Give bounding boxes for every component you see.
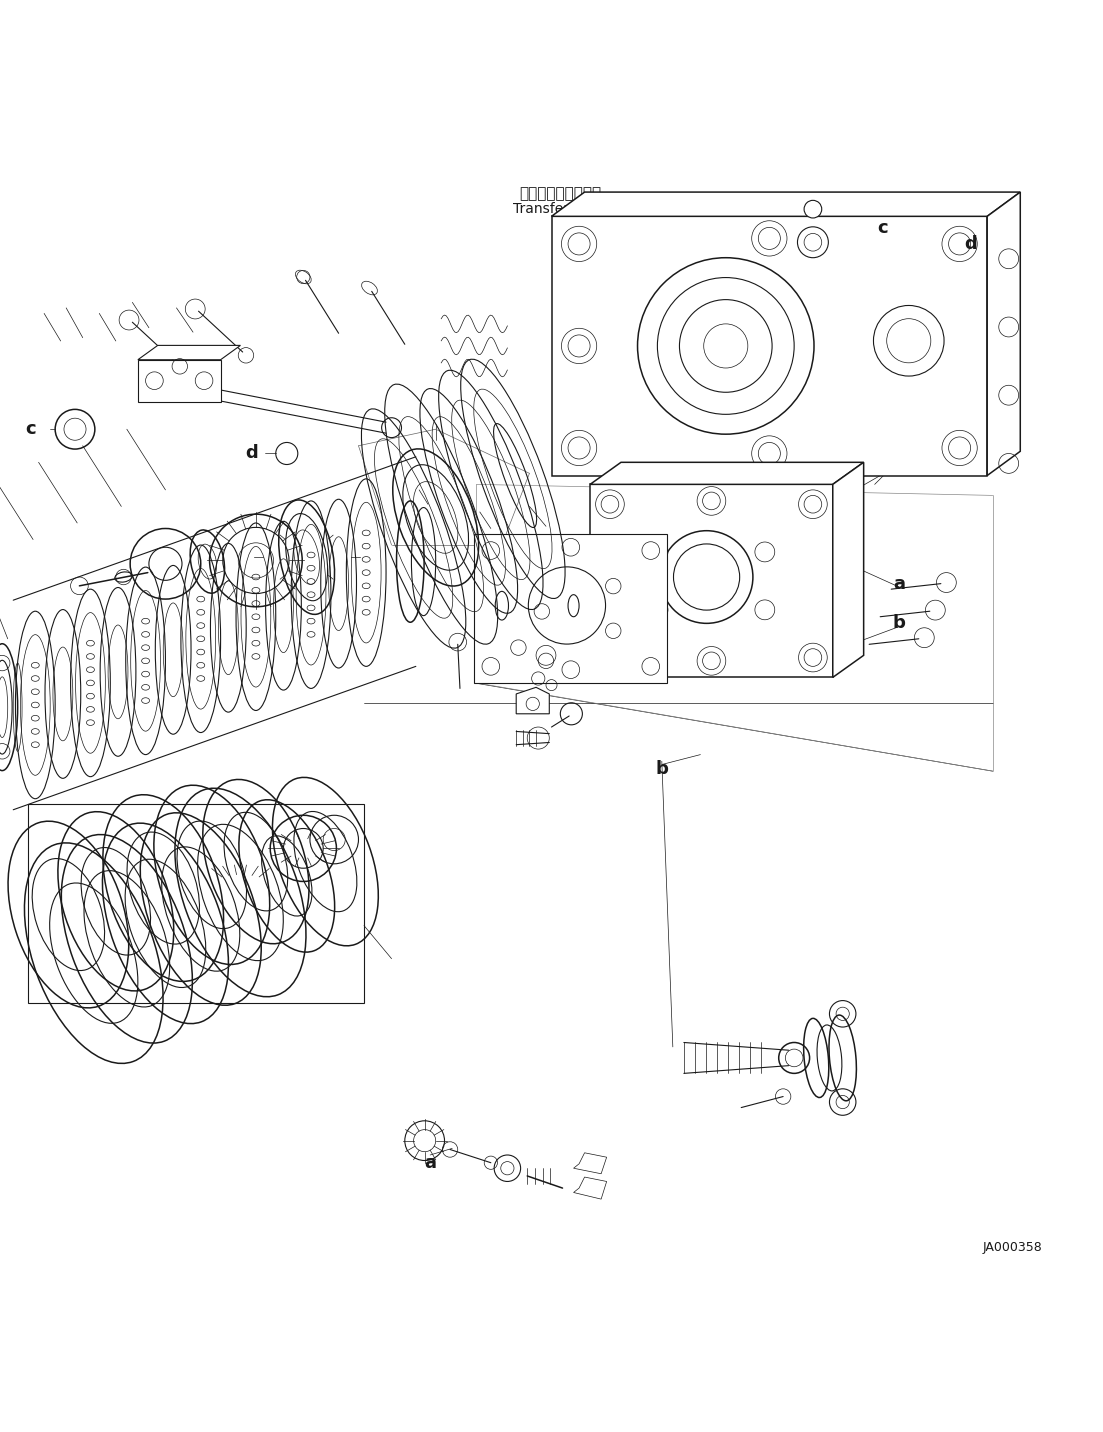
Polygon shape — [552, 192, 1020, 216]
Polygon shape — [474, 534, 667, 683]
Text: トランスファケース: トランスファケース — [520, 186, 601, 200]
Text: JA000358: JA000358 — [983, 1242, 1042, 1254]
Polygon shape — [574, 1177, 607, 1199]
Text: b: b — [655, 760, 668, 778]
Circle shape — [804, 200, 822, 218]
Text: a: a — [893, 574, 904, 593]
Text: d: d — [245, 444, 258, 463]
Polygon shape — [590, 463, 864, 484]
Text: c: c — [877, 219, 888, 238]
Text: b: b — [892, 614, 906, 633]
Text: d: d — [964, 235, 977, 253]
Polygon shape — [138, 345, 240, 359]
Text: c: c — [25, 420, 36, 438]
Polygon shape — [552, 216, 987, 475]
Polygon shape — [590, 484, 833, 677]
Polygon shape — [987, 192, 1020, 475]
Text: a: a — [425, 1154, 436, 1171]
Text: Transfer Case: Transfer Case — [513, 202, 608, 216]
Polygon shape — [516, 687, 549, 713]
Polygon shape — [574, 1153, 607, 1174]
Polygon shape — [833, 463, 864, 677]
Polygon shape — [138, 359, 221, 401]
